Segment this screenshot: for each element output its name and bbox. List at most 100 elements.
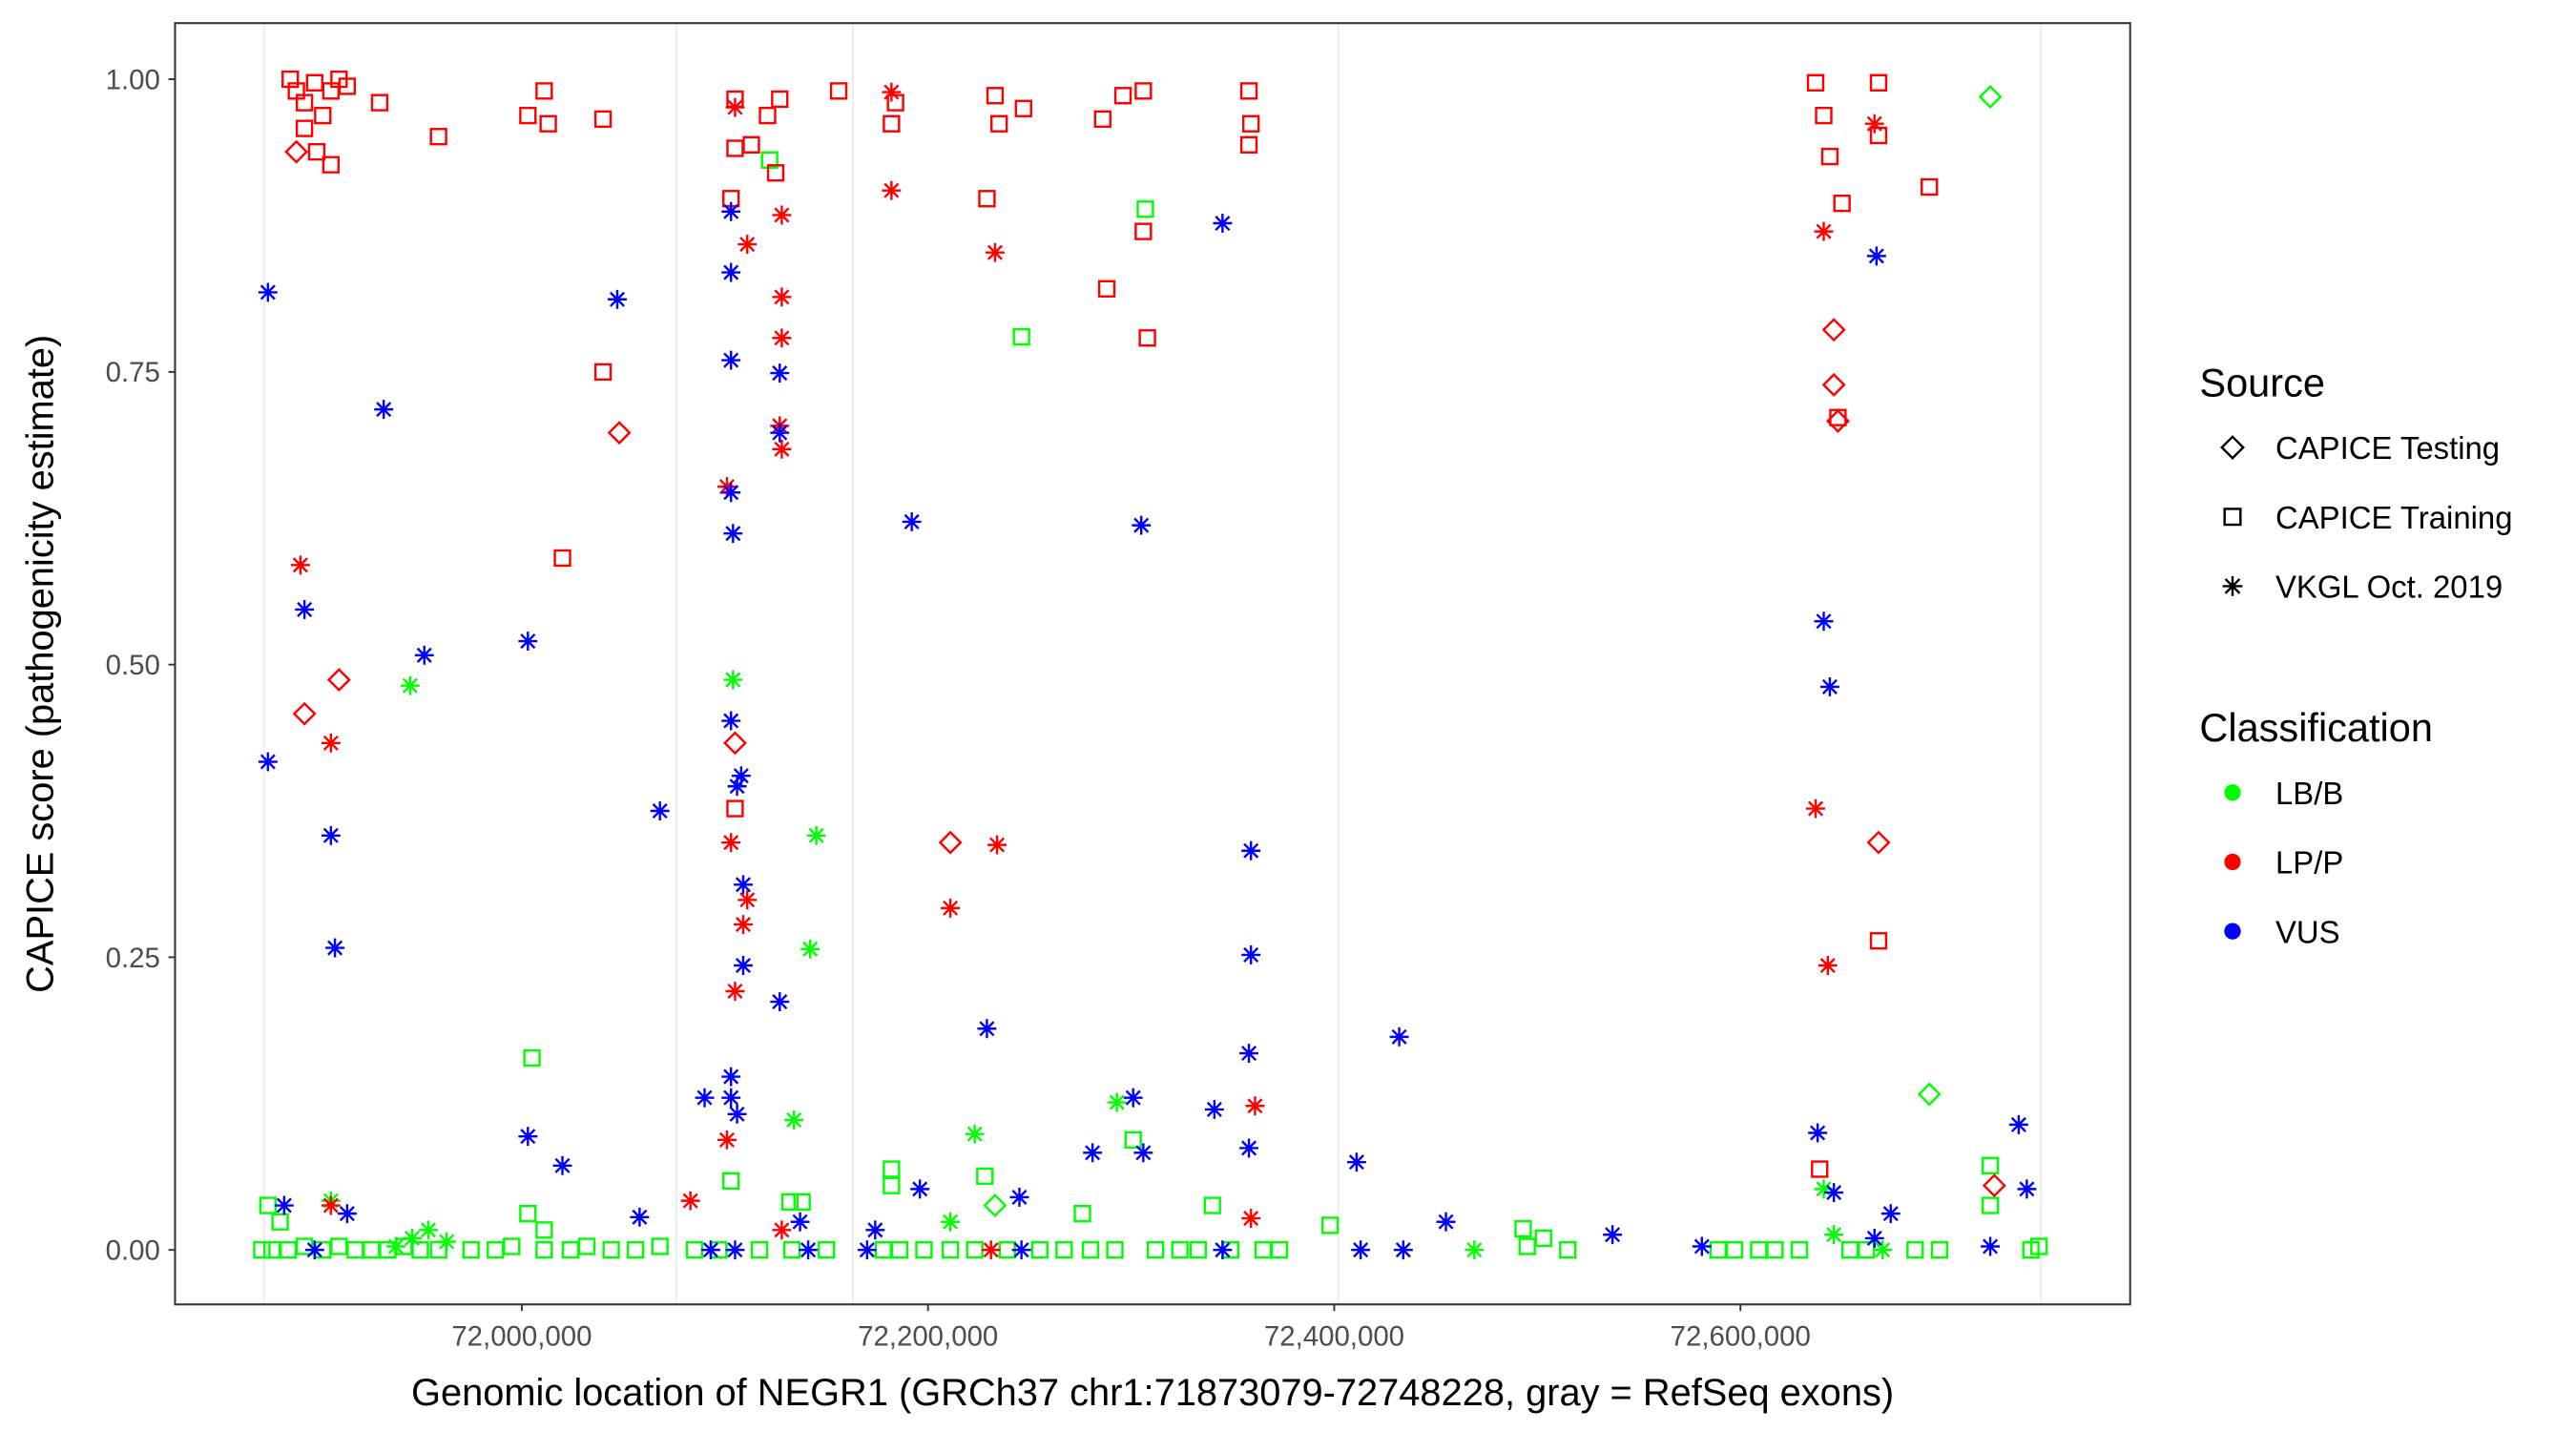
color-dot-icon: [2224, 784, 2241, 801]
data-point: [1107, 1092, 1127, 1112]
data-point: [793, 1192, 811, 1212]
data-point: [985, 242, 1005, 262]
data-point: [721, 350, 741, 370]
data-point: [271, 1213, 289, 1231]
data-point: [1982, 1173, 2006, 1198]
data-point: [1811, 1160, 1829, 1178]
data-point: [1239, 82, 1258, 100]
data-point: [1814, 1179, 1834, 1199]
data-point: [539, 114, 557, 133]
x-tick-label: 72,400,000: [1264, 1321, 1404, 1353]
data-point: [1825, 408, 1850, 433]
data-point: [680, 1191, 700, 1211]
data-point: [602, 1241, 620, 1259]
data-point: [721, 1088, 741, 1108]
data-point: [1603, 1225, 1623, 1245]
data-point: [1241, 1209, 1261, 1229]
data-point: [462, 1241, 480, 1259]
data-point: [1204, 1099, 1224, 1119]
data-point: [650, 801, 670, 820]
data-point: [721, 483, 741, 503]
data-point: [758, 106, 777, 125]
data-point: [883, 1176, 901, 1194]
y-tick-label: 0.25: [106, 943, 160, 974]
data-point: [890, 1241, 909, 1259]
data-point: [553, 549, 571, 568]
data-point: [258, 282, 278, 302]
data-point: [725, 97, 745, 117]
data-point: [314, 106, 332, 125]
data-point: [1981, 1196, 2000, 1214]
y-tick-label: 1.00: [106, 64, 160, 95]
panel-background: [175, 23, 2130, 1305]
data-point: [607, 421, 632, 446]
data-point: [772, 439, 792, 459]
data-point: [429, 128, 447, 146]
legend-label: CAPICE Training: [2275, 500, 2513, 535]
data-point: [1245, 1096, 1265, 1116]
data-point: [322, 156, 340, 174]
legend-item-lb-b: LB/B: [2224, 776, 2343, 811]
data-point: [734, 875, 753, 895]
legend-item-square: CAPICE Training: [2223, 500, 2513, 535]
data-point: [1869, 932, 1888, 950]
data-point: [1321, 1216, 1340, 1234]
data-point: [941, 1241, 960, 1259]
data-point: [883, 114, 901, 133]
data-point: [1389, 1027, 1409, 1047]
data-point: [978, 190, 996, 208]
data-point: [1138, 329, 1156, 347]
data-point: [725, 1240, 745, 1260]
x-tick-label: 72,200,000: [858, 1321, 998, 1353]
data-point: [1436, 1212, 1456, 1232]
legend-label: LB/B: [2275, 776, 2343, 811]
data-point: [717, 1130, 737, 1150]
data-point: [281, 70, 300, 89]
data-point: [800, 939, 821, 959]
data-point: [723, 524, 743, 544]
data-point: [941, 898, 961, 918]
data-point: [1465, 1240, 1485, 1260]
data-point: [731, 766, 751, 786]
data-point: [1011, 1240, 1031, 1260]
data-point: [910, 1179, 930, 1199]
data-point: [2008, 1114, 2028, 1134]
data-point: [1814, 221, 1834, 241]
data-point: [295, 93, 314, 112]
data-point: [1189, 1241, 1208, 1259]
data-point: [1824, 1225, 1844, 1245]
data-point: [1821, 318, 1846, 342]
legend-label: CAPICE Testing: [2275, 430, 2500, 466]
data-point: [734, 956, 753, 975]
data-point: [883, 1160, 901, 1178]
legend: Source CAPICE Testing CAPICE Training VKGL…: [2199, 360, 2512, 949]
data-point: [818, 1241, 836, 1259]
data-point: [1014, 99, 1032, 117]
data-point: [1242, 114, 1260, 133]
data-point: [1981, 1236, 2001, 1256]
data-point: [552, 1155, 572, 1175]
data-point: [784, 1110, 804, 1130]
data-point: [370, 93, 389, 112]
data-point: [437, 1232, 457, 1252]
data-point: [1815, 106, 1833, 125]
data-point: [737, 235, 758, 255]
y-tick-label: 0.50: [106, 650, 160, 681]
data-point: [1766, 1241, 1784, 1259]
data-point: [721, 201, 741, 221]
data-point: [1906, 1241, 1924, 1259]
data-point: [321, 825, 341, 845]
data-point: [1393, 1240, 1413, 1260]
data-point: [1819, 676, 1839, 696]
x-axis: 72,000,000 72,200,000 72,400,000 72,600,000: [451, 1304, 1811, 1353]
data-point: [938, 830, 963, 855]
diamond-icon: [2220, 435, 2245, 460]
data-point: [1351, 1240, 1371, 1260]
data-point: [1866, 246, 1886, 266]
data-point: [1820, 147, 1839, 166]
data-point: [737, 890, 758, 910]
data-point: [721, 1067, 741, 1087]
data-point: [725, 982, 745, 1001]
data-point: [414, 645, 434, 665]
data-point: [304, 1240, 324, 1260]
